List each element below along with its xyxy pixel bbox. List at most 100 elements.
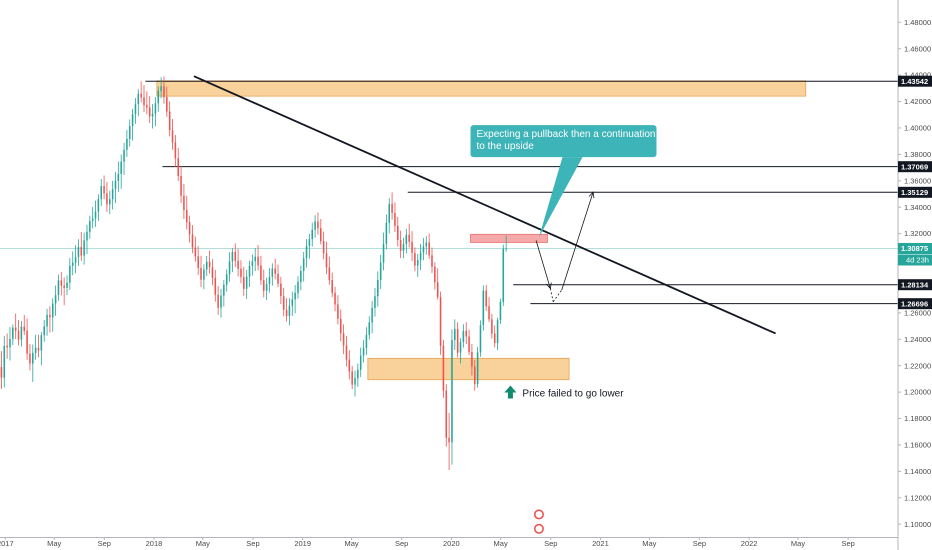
candle (183, 183, 185, 219)
candle-body (416, 260, 419, 266)
candle (493, 325, 496, 348)
candle-body (331, 280, 333, 293)
candle (280, 276, 282, 305)
projection-segment (549, 288, 554, 302)
candle (414, 247, 416, 272)
candle-body (71, 262, 74, 266)
price-tags: 1.43542 1.37069 1.35129 1.30875 4d 23h 1.2813… (898, 75, 932, 310)
candle (57, 274, 60, 301)
time-tick-label: Sep (246, 539, 259, 548)
price-tick-label: 1.40000 (904, 124, 931, 133)
candle (91, 207, 94, 229)
candle (408, 223, 410, 248)
up-arrow-icon (504, 385, 517, 399)
candle (163, 76, 165, 104)
annotations: Expecting a pullback then a continuation… (470, 125, 657, 534)
candle (200, 255, 202, 287)
candle-body (357, 369, 359, 379)
candle-body (462, 330, 465, 343)
candle-body (180, 176, 182, 196)
target-zone (470, 233, 548, 243)
candle-body (86, 231, 88, 241)
time-tick-label: May (791, 539, 805, 548)
projection-segment (535, 240, 551, 289)
candle (362, 340, 365, 363)
candle (320, 218, 322, 245)
candle (442, 339, 445, 398)
candle (488, 297, 490, 322)
candle (177, 147, 180, 181)
candle-body (399, 239, 402, 251)
callout-text-line: Expecting a pullback then a continuation (476, 129, 655, 140)
candle (217, 286, 219, 315)
candle-body (485, 290, 487, 307)
candle (89, 215, 91, 239)
candle-body (74, 257, 77, 263)
candle (502, 244, 505, 306)
projection-arrowhead (588, 191, 595, 199)
candle-body (12, 327, 14, 340)
candle (354, 370, 356, 397)
candle (140, 81, 142, 103)
time-tick-label: Sep (98, 539, 111, 548)
price-tick-label: 1.34000 (904, 203, 931, 212)
price-tick-label: 1.10000 (904, 520, 931, 529)
candle (365, 327, 368, 355)
candle (325, 241, 328, 275)
candle-body (320, 228, 322, 242)
candle-body (20, 326, 23, 340)
event-marker-icon (533, 509, 544, 520)
price-tick-label: 1.42000 (904, 97, 931, 106)
candle-body (459, 342, 462, 353)
candle (171, 118, 174, 150)
candle-body (473, 366, 476, 385)
time-tick-label: Sep (693, 539, 706, 548)
time-tick-label: May (642, 539, 656, 548)
candle-body (106, 193, 108, 205)
candle-body (379, 262, 382, 280)
candle (34, 334, 37, 360)
candle-body (339, 318, 342, 334)
time-axis[interactable]: 2017 May Sep 2018 May Sep 2019 May Sep 2020 May Sep… (0, 537, 898, 548)
candle (148, 96, 151, 123)
candle (100, 178, 103, 207)
candle (46, 308, 48, 336)
candle-body (408, 234, 410, 242)
candle-body (214, 277, 217, 295)
candle (154, 97, 157, 127)
candle (9, 327, 11, 361)
candle (345, 335, 348, 367)
candle-body (285, 309, 288, 316)
candle (302, 251, 305, 282)
candle (351, 365, 353, 390)
candle-body (57, 280, 60, 296)
price-tag-bg (898, 298, 932, 310)
candle-body (146, 105, 148, 108)
candle-body (394, 213, 396, 226)
candle (382, 232, 385, 271)
candle (479, 320, 482, 357)
candle (291, 291, 294, 316)
candle (243, 266, 245, 296)
candle-body (277, 273, 279, 284)
candle (505, 235, 507, 252)
candle (17, 320, 20, 346)
candle-body (140, 93, 142, 98)
candle-body (69, 265, 71, 283)
annotation-text: Price failed to go lower (522, 389, 624, 400)
candle-body (211, 267, 214, 278)
candle-body (197, 256, 199, 268)
candle-body (194, 247, 197, 257)
candle (234, 243, 237, 268)
candle (111, 180, 114, 210)
candle-body (354, 378, 356, 385)
candle-body (97, 199, 100, 212)
time-tick-label: 2020 (443, 539, 460, 548)
candle (422, 238, 425, 261)
candle-body (103, 186, 105, 194)
candle-body (371, 307, 373, 323)
candle (385, 214, 388, 250)
candle (237, 248, 239, 277)
